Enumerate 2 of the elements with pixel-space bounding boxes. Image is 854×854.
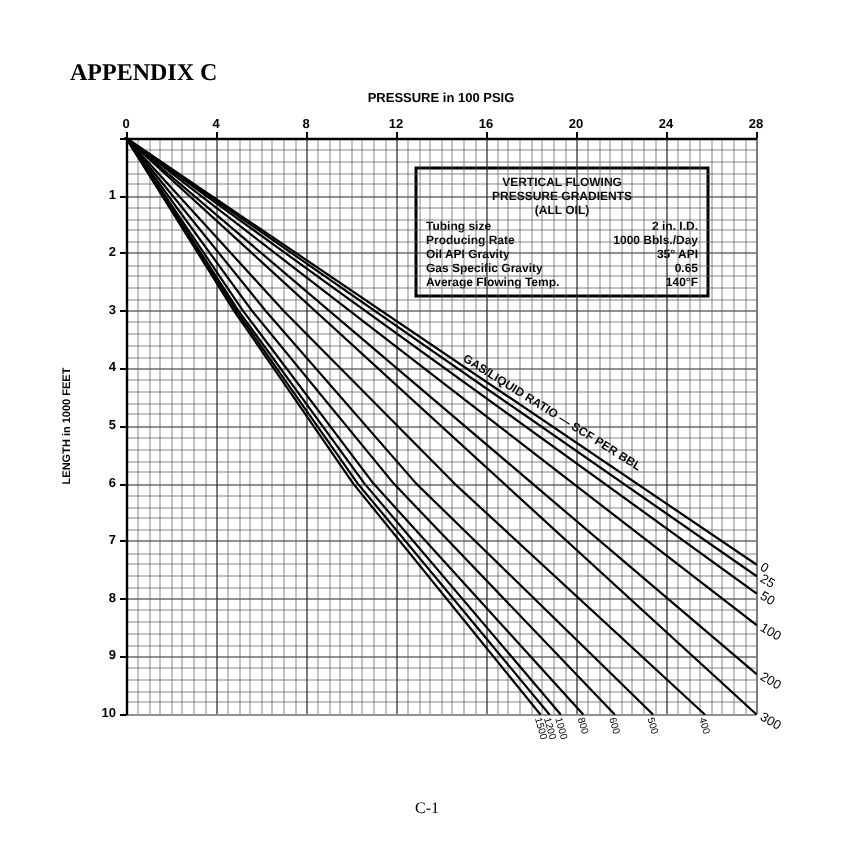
chart-title: APPENDIX C: [70, 58, 218, 86]
text: C-1: [415, 799, 439, 817]
